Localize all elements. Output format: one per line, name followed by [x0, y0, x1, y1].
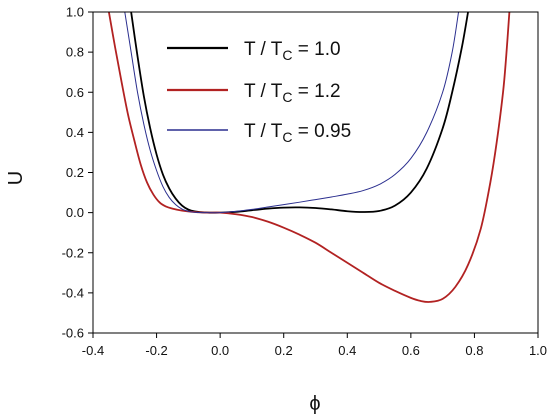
series-line-t1-2 [108, 12, 511, 303]
series-layer [108, 12, 511, 303]
y-tick-label: -0.2 [62, 245, 84, 260]
y-tick-label: -0.6 [62, 326, 84, 341]
legend-label: T / TC = 0.95 [244, 121, 351, 145]
y-tick-label: 0.6 [66, 85, 84, 100]
x-tick-label: 0.6 [402, 343, 420, 358]
series-line-t0-95 [124, 12, 460, 214]
y-tick-label: 0.2 [66, 165, 84, 180]
y-tick-label: -0.4 [62, 285, 84, 300]
x-tick-label: 0.8 [465, 343, 483, 358]
x-tick-label: 1.0 [529, 343, 547, 358]
x-tick-label: 0.4 [338, 343, 356, 358]
x-tick-label: -0.2 [145, 343, 167, 358]
y-tick-label: 0.8 [66, 45, 84, 60]
x-axis-ticks: -0.4 -0.2 0.0 0.2 0.4 0.6 0.8 1.0 [82, 333, 547, 358]
y-tick-label: 1.0 [66, 5, 84, 20]
y-tick-label: 0.0 [66, 205, 84, 220]
x-tick-label: -0.4 [82, 343, 104, 358]
y-tick-label: 0.4 [66, 125, 84, 140]
series-line-t1-0 [130, 12, 469, 214]
y-axis-ticks: -0.6 -0.4 -0.2 0.0 0.2 0.4 0.6 0.8 1.0 [62, 5, 93, 341]
legend-label: T / TC = 1.0 [244, 39, 341, 63]
y-axis-label: U [5, 171, 27, 185]
x-tick-label: 0.0 [211, 343, 229, 358]
legend-label: T / TC = 1.2 [244, 81, 341, 105]
x-tick-label: 0.2 [275, 343, 293, 358]
legend: T / TC = 1.0 T / TC = 1.2 T / TC = 0.95 [167, 39, 351, 145]
x-axis-label: ϕ [309, 393, 320, 415]
